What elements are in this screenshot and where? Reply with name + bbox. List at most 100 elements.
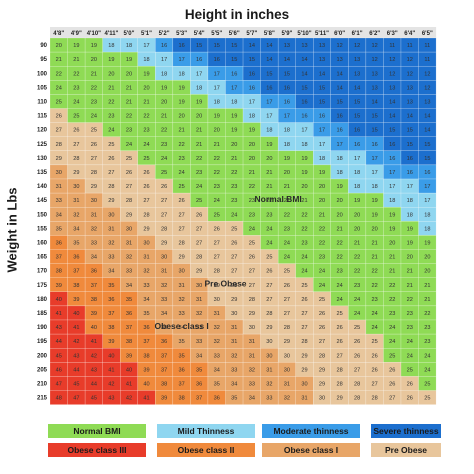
cell-value: 25 [266, 255, 272, 261]
cell-value: 24 [424, 353, 430, 359]
cell-value: 21 [56, 57, 62, 63]
y-tick-label: 130 [37, 156, 48, 162]
cell-value: 23 [372, 297, 378, 303]
legend-item: Obese class I [262, 443, 360, 457]
cell-value: 16 [249, 71, 255, 77]
cell-value: 24 [336, 283, 342, 289]
x-tick-label: 4'10" [87, 31, 101, 37]
cell-value: 24 [266, 240, 272, 246]
cell-value: 22 [372, 269, 378, 275]
cell-value: 33 [266, 396, 272, 402]
cell-value: 25 [161, 170, 167, 176]
cell-value: 23 [266, 212, 272, 218]
cell-value: 16 [301, 114, 307, 120]
cell-value: 22 [389, 297, 395, 303]
cell-value: 14 [266, 43, 272, 49]
cell-value: 11 [424, 43, 430, 49]
cell-value: 16 [424, 170, 430, 176]
cell-value: 18 [196, 85, 202, 91]
cell-value: 36 [108, 297, 114, 303]
cell-value: 23 [354, 283, 360, 289]
cell-value: 16 [319, 114, 325, 120]
cell-value: 24 [91, 114, 97, 120]
cell-value: 15 [196, 43, 202, 49]
cell-value: 24 [73, 99, 79, 105]
cell-value: 28 [336, 381, 342, 387]
y-tick-label: 125 [37, 142, 48, 148]
cell-value: 21 [73, 57, 79, 63]
cell-value: 26 [266, 269, 272, 275]
cell-value: 27 [284, 311, 290, 317]
cell-value: 29 [143, 226, 149, 232]
cell-value: 34 [108, 269, 114, 275]
cell-value: 17 [214, 71, 220, 77]
cell-value: 22 [56, 71, 62, 77]
cell-value: 20 [214, 128, 220, 134]
cell-value: 11 [389, 43, 395, 49]
cell-value: 19 [372, 212, 378, 218]
cell-value: 21 [319, 212, 325, 218]
cell-value: 35 [126, 297, 132, 303]
cell-value: 19 [319, 170, 325, 176]
cell-value: 18 [336, 170, 342, 176]
cell-value: 37 [108, 311, 114, 317]
cell-value: 12 [424, 71, 430, 77]
cell-value: 15 [231, 57, 237, 63]
cell-value: 30 [266, 353, 272, 359]
x-tick-label: 5'10" [297, 31, 311, 37]
cell-value: 30 [214, 297, 220, 303]
cell-value: 19 [179, 85, 185, 91]
cell-value: 13 [319, 43, 325, 49]
cell-value: 11 [424, 57, 430, 63]
cell-value: 17 [214, 85, 220, 91]
cell-value: 35 [73, 240, 79, 246]
cell-value: 38 [143, 353, 149, 359]
cell-value: 26 [336, 339, 342, 345]
cell-value: 15 [424, 156, 430, 162]
cell-value: 30 [284, 353, 290, 359]
cell-value: 15 [354, 114, 360, 120]
cell-value: 23 [73, 85, 79, 91]
cell-value: 28 [354, 381, 360, 387]
cell-value: 18 [424, 212, 430, 218]
legend-item: Mild Thinness [157, 424, 255, 438]
cell-value: 31 [231, 339, 237, 345]
cell-value: 29 [179, 255, 185, 261]
cell-value: 21 [126, 99, 132, 105]
cell-value: 21 [91, 71, 97, 77]
cell-value: 21 [161, 114, 167, 120]
cell-value: 30 [249, 325, 255, 331]
cell-value: 37 [143, 339, 149, 345]
cell-value: 31 [143, 255, 149, 261]
cell-value: 15 [231, 43, 237, 49]
cell-value: 14 [249, 43, 255, 49]
cell-value: 21 [354, 240, 360, 246]
cell-value: 17 [407, 184, 413, 190]
cell-value: 36 [73, 255, 79, 261]
cell-value: 32 [214, 339, 220, 345]
cell-value: 40 [56, 297, 62, 303]
cell-value: 17 [372, 170, 378, 176]
cell-value: 15 [336, 99, 342, 105]
cell-value: 17 [336, 142, 342, 148]
cell-value: 23 [389, 311, 395, 317]
cell-value: 22 [73, 71, 79, 77]
cell-value: 20 [354, 212, 360, 218]
cell-value: 19 [91, 43, 97, 49]
cell-value: 25 [249, 240, 255, 246]
region-annotation: Obese class I [154, 321, 208, 331]
cell-value: 44 [73, 367, 79, 373]
cell-value: 24 [214, 198, 220, 204]
cell-value: 20 [319, 198, 325, 204]
x-tick-label: 5'2" [159, 31, 170, 37]
cell-value: 30 [196, 283, 202, 289]
cell-value: 31 [108, 226, 114, 232]
cell-value: 39 [56, 283, 62, 289]
cell-value: 18 [372, 184, 378, 190]
cell-value: 23 [407, 325, 413, 331]
cell-value: 24 [266, 226, 272, 232]
cell-value: 27 [336, 353, 342, 359]
cell-value: 36 [196, 381, 202, 387]
cell-value: 13 [372, 71, 378, 77]
